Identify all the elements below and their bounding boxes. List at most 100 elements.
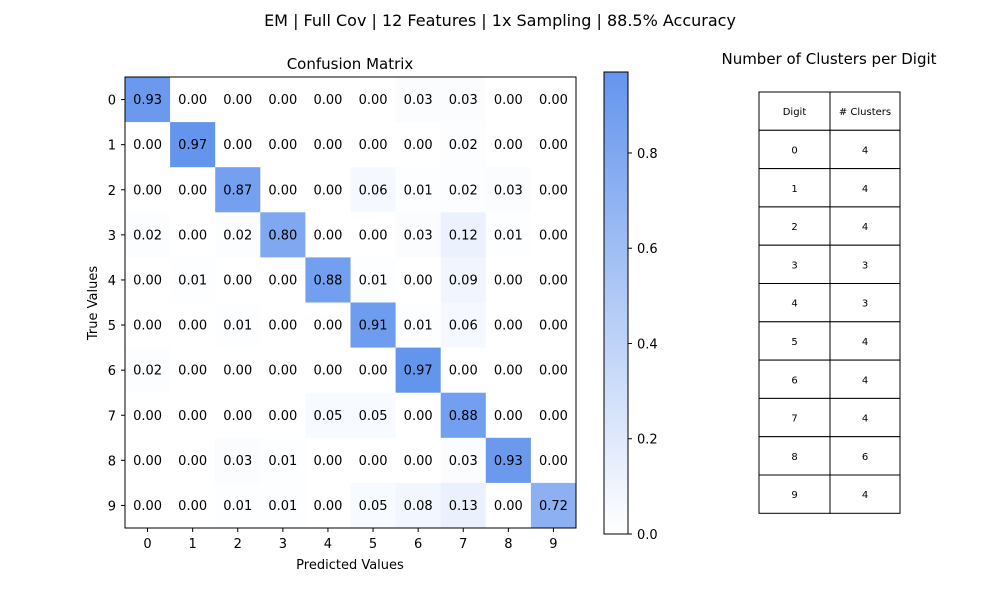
heatmap-cell	[215, 77, 261, 123]
table-cell	[829, 244, 901, 284]
clusters-table-title: Number of Clusters per Digit	[721, 50, 936, 68]
colorbar: 0.0 0.2 0.4 0.6 0.8	[603, 71, 658, 543]
cell-value-label: 0.03	[404, 93, 433, 108]
heatmap-cell	[215, 257, 261, 303]
cell-value-label: 0.05	[313, 409, 342, 424]
heatmap-cell	[530, 437, 577, 484]
cell-value-label: 0.08	[404, 499, 433, 514]
cell-value-label: 0.00	[178, 228, 207, 243]
table-header-label: # Clusters	[839, 107, 891, 118]
cell-value-label: 0.00	[178, 409, 207, 424]
cell-value-label: 0.93	[494, 454, 523, 469]
cell-value-label: 0.00	[494, 93, 523, 108]
heatmap-cell	[395, 392, 441, 439]
table-cell-value: 4	[862, 145, 868, 156]
heatmap-cell	[215, 212, 261, 258]
heatmap-cell	[305, 212, 351, 258]
cell-value-label: 0.00	[494, 138, 523, 153]
heatmap-cell	[305, 302, 351, 348]
cell-value-label: 0.00	[359, 454, 388, 469]
heatmap-cell	[485, 392, 532, 439]
heatmap-cell	[350, 437, 396, 484]
heatmap-cells	[125, 77, 577, 529]
heatmap-cell	[350, 212, 396, 258]
cell-value-label: 0.03	[449, 454, 478, 469]
heatmap-cell	[440, 77, 487, 123]
cell-value-label: 0.00	[133, 273, 162, 288]
x-tick-label: 6	[414, 537, 422, 552]
table-cell-value: 4	[791, 299, 797, 310]
table-cell	[758, 283, 831, 323]
table-cell	[829, 397, 901, 438]
x-tick-label: 2	[234, 537, 242, 552]
figure-suptitle: EM | Full Cov | 12 Features | 1x Samplin…	[264, 11, 736, 30]
cell-value-label: 0.00	[133, 409, 162, 424]
heatmap-cell	[305, 122, 351, 168]
heatmap-cell	[170, 437, 216, 484]
heatmap-cell	[440, 392, 487, 439]
table-cell-value: 1	[791, 184, 797, 195]
table-cell	[829, 474, 901, 514]
heatmap-cell	[350, 167, 396, 213]
y-tick-label: 2	[108, 184, 116, 199]
cell-value-label: 0.02	[449, 183, 478, 198]
y-axis-ticks: 0 1 2 3 4 5 6 7 8 9	[108, 94, 125, 514]
cell-value-label: 0.00	[133, 319, 162, 334]
heatmap-cell	[305, 167, 351, 213]
cell-value-label: 0.00	[404, 138, 433, 153]
table-cell	[829, 321, 901, 361]
cell-value-label: 0.03	[223, 454, 252, 469]
confusion-matrix-title: Confusion Matrix	[287, 55, 414, 73]
table-cell-value: 4	[862, 414, 868, 425]
cell-value-label: 0.00	[539, 93, 568, 108]
table-cell-value: 6	[791, 375, 797, 386]
cell-value-label: 0.00	[494, 499, 523, 514]
cell-value-label: 0.13	[449, 499, 478, 514]
x-tick-label: 0	[143, 537, 151, 552]
cell-value-label: 0.05	[359, 499, 388, 514]
heatmap-cell	[260, 482, 306, 529]
heatmap-cell	[170, 347, 216, 393]
cell-value-label: 0.00	[449, 364, 478, 379]
colorbar-tick-label: 0.6	[637, 242, 658, 257]
heatmap-cell	[485, 212, 532, 258]
y-tick-label: 6	[108, 364, 116, 379]
heatmap-cell	[395, 122, 441, 168]
cell-value-label: 0.00	[178, 499, 207, 514]
y-tick-label: 5	[108, 319, 116, 334]
heatmap-cell	[395, 347, 441, 393]
cell-value-label: 0.02	[133, 228, 162, 243]
cell-value-label: 0.00	[178, 93, 207, 108]
cell-value-label: 0.03	[449, 93, 478, 108]
table-cell-value: 5	[791, 337, 797, 348]
cell-value-label: 0.00	[539, 138, 568, 153]
table-cell-value: 2	[791, 222, 797, 233]
cell-value-label: 0.02	[133, 364, 162, 379]
cell-value-label: 0.02	[223, 228, 252, 243]
cell-value-label: 0.01	[404, 319, 433, 334]
cell-value-label: 0.00	[223, 364, 252, 379]
cell-value-label: 0.00	[313, 183, 342, 198]
heatmap-cell	[215, 347, 261, 393]
heatmap-cell	[440, 437, 487, 484]
cell-value-label: 0.02	[449, 138, 478, 153]
x-tick-label: 5	[369, 537, 377, 552]
heatmap-cell	[395, 257, 441, 303]
heatmap-cell	[125, 347, 171, 393]
cell-value-label: 0.06	[449, 319, 478, 334]
heatmap-cell	[305, 77, 351, 123]
heatmap-cell	[485, 347, 532, 393]
cell-value-label: 0.01	[268, 499, 297, 514]
table-cell-value: 6	[862, 452, 868, 463]
table-cell	[758, 129, 831, 170]
cell-value-label: 0.00	[268, 364, 297, 379]
heatmap-cell	[350, 347, 396, 393]
heatmap-cell	[170, 122, 216, 168]
table-cell	[758, 359, 831, 399]
heatmap-cell	[395, 167, 441, 213]
heatmap-cell	[125, 122, 171, 168]
cell-value-label: 0.03	[404, 228, 433, 243]
heatmap-cell	[440, 482, 487, 529]
cell-value-label: 0.00	[539, 183, 568, 198]
cell-value-label: 0.01	[223, 319, 252, 334]
